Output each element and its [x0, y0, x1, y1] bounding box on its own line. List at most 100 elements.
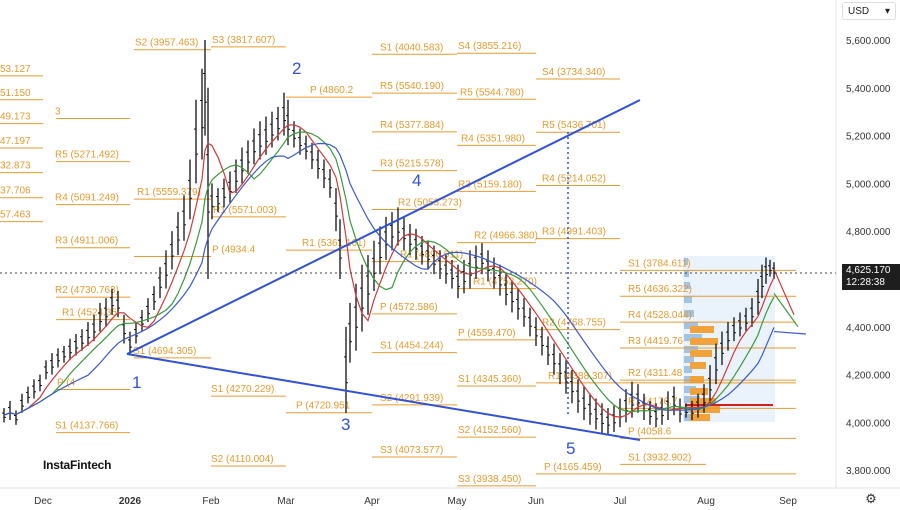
x-tick-label: Feb: [202, 496, 220, 507]
pivot-label: S2 (4152.560): [458, 425, 521, 436]
pivot-label: S3 (4073.577): [380, 445, 443, 456]
pivot-label: 57.463: [0, 210, 31, 221]
pivot-label: R1 (5361.161): [302, 238, 366, 249]
pivot-label: S1 (4694.305): [133, 346, 196, 357]
pivot-label: S1 (4345.360): [458, 374, 521, 385]
pivot-label: R4 (5214.052): [542, 173, 606, 184]
wave-label: 3: [341, 415, 350, 434]
y-tick-label: 4,000.000: [846, 418, 891, 429]
volume-bar: [690, 406, 720, 413]
wave-label: 5: [566, 439, 575, 458]
wave-label: 1: [132, 373, 141, 392]
y-tick-label: 5,000.000: [846, 179, 891, 190]
y-tick-label: 4,400.000: [846, 323, 891, 334]
volume-bar: [690, 326, 714, 333]
pivot-label: S1 (4137.766): [55, 421, 118, 432]
ema-fast-ext: [773, 269, 795, 316]
pivot-label: 47.197: [0, 136, 31, 147]
currency-label: USD: [848, 5, 870, 17]
last-price-tag: 4,625.170 12:28:38: [842, 264, 900, 290]
pivot-label: R2 (4730.763): [55, 285, 119, 296]
volume-bar: [690, 338, 718, 345]
brand-logo: InstaFintech: [43, 458, 112, 472]
ema-mid-line: [3, 131, 775, 416]
volume-bar: [684, 296, 692, 303]
volume-bar: [690, 414, 710, 421]
volume-bar: [690, 376, 704, 383]
x-tick-label: Dec: [34, 496, 52, 507]
x-tick-label: 2026: [119, 496, 142, 507]
y-tick-label: 5,400.000: [846, 84, 891, 95]
pivot-label: R3 (4991.403): [542, 227, 606, 238]
x-tick-label: Aug: [697, 496, 715, 507]
pivot-label: R1 (4524.35: [62, 308, 117, 319]
pivot-label: R5 (5544.780): [460, 87, 524, 98]
pivot-label: S3 (3938.450): [458, 474, 521, 485]
pivot-label: S4 (3734.340): [542, 67, 605, 78]
pivot-label: P (4: [57, 377, 76, 388]
last-price-value: 4,625.170: [846, 265, 891, 276]
pivot-label: R5 (5436.701): [542, 120, 606, 131]
pivot-label: S1 (4454.244): [380, 341, 443, 352]
pivot-label: 37.706: [0, 186, 31, 197]
pivot-label: P (4572.586): [380, 302, 438, 313]
pivot-label: R1 (4890.911): [400, 250, 463, 261]
y-tick-label: 5,200.000: [846, 132, 891, 143]
pivot-label: R1 (5559.379): [137, 187, 201, 198]
pivot-label: R5 (4636.322): [628, 284, 692, 295]
pivot-label: S1 (3932.902): [628, 452, 691, 463]
x-tick-label: Sep: [779, 496, 797, 507]
pivot-label: R3 (5159.180): [458, 179, 522, 190]
pivot-label: R4 (4528.044): [628, 310, 692, 321]
pivot-label: 3: [55, 107, 61, 118]
pivot-label: R3 (5215.578): [380, 159, 444, 170]
x-tick-label: Jun: [528, 496, 544, 507]
pivot-label: R3 (4419.76: [628, 336, 683, 347]
gear-icon[interactable]: ⚙: [865, 491, 877, 506]
pivot-label: P (4058.6: [628, 426, 672, 437]
ema-slow-line: [3, 142, 775, 416]
pivot-label: R2 (4966.380): [474, 231, 538, 242]
y-tick-label: 4,800.000: [846, 227, 891, 238]
volume-bar: [684, 356, 694, 363]
pivot-label: 53.127: [0, 64, 31, 75]
wave-label: 2: [292, 59, 301, 78]
pivot-label: P (4860.2: [310, 85, 354, 96]
last-price-time: 12:28:38: [846, 277, 885, 288]
currency-selector[interactable]: USD ▾: [842, 2, 896, 20]
volume-bar: [690, 362, 706, 369]
pivot-label: P (4934.4: [212, 244, 256, 255]
x-tick-label: May: [448, 496, 467, 507]
volume-bar: [684, 310, 694, 317]
pivot-label: P (4720.951: [296, 401, 351, 412]
volume-bar: [690, 398, 716, 405]
pivot-label: P (4559.470): [458, 328, 516, 339]
x-tick-label: Mar: [277, 496, 295, 507]
pivot-label: R3 (4911.006): [55, 236, 118, 247]
pivot-label: S1 (4040.583): [380, 42, 443, 53]
y-tick-label: 3,800.000: [846, 466, 891, 477]
x-tick-label: Apr: [364, 496, 380, 507]
pivot-label: R4 (5091.249): [55, 193, 119, 204]
volume-bar: [684, 346, 698, 353]
volume-bar: [684, 282, 690, 289]
pivot-label: R5 (5540.190): [380, 81, 444, 92]
pivot-label: R2 (4768.755): [542, 318, 606, 329]
pivot-label: P (4165.459): [544, 462, 602, 473]
pivot-label: R4 (5377.884): [380, 120, 444, 131]
volume-bar: [690, 388, 708, 395]
wave-label: 4: [412, 171, 421, 190]
ema-mid-ext: [773, 292, 799, 328]
pivot-label: R1 (4388.307): [548, 371, 612, 382]
pivot-label: S4 (3855.216): [458, 41, 521, 52]
pivot-label: R5 (5271.492): [55, 150, 119, 161]
pivot-label: 49.173: [0, 112, 31, 123]
pivot-label: R4 (5351.980): [461, 133, 525, 144]
chevron-down-icon: ▾: [884, 5, 890, 17]
volume-bar: [684, 366, 692, 373]
x-tick-label: Jul: [614, 496, 627, 507]
lower-trendline: [126, 353, 641, 441]
pivot-label: S2 (3957.463): [135, 38, 198, 49]
pivot-label: R1 (4752.270): [473, 277, 537, 288]
